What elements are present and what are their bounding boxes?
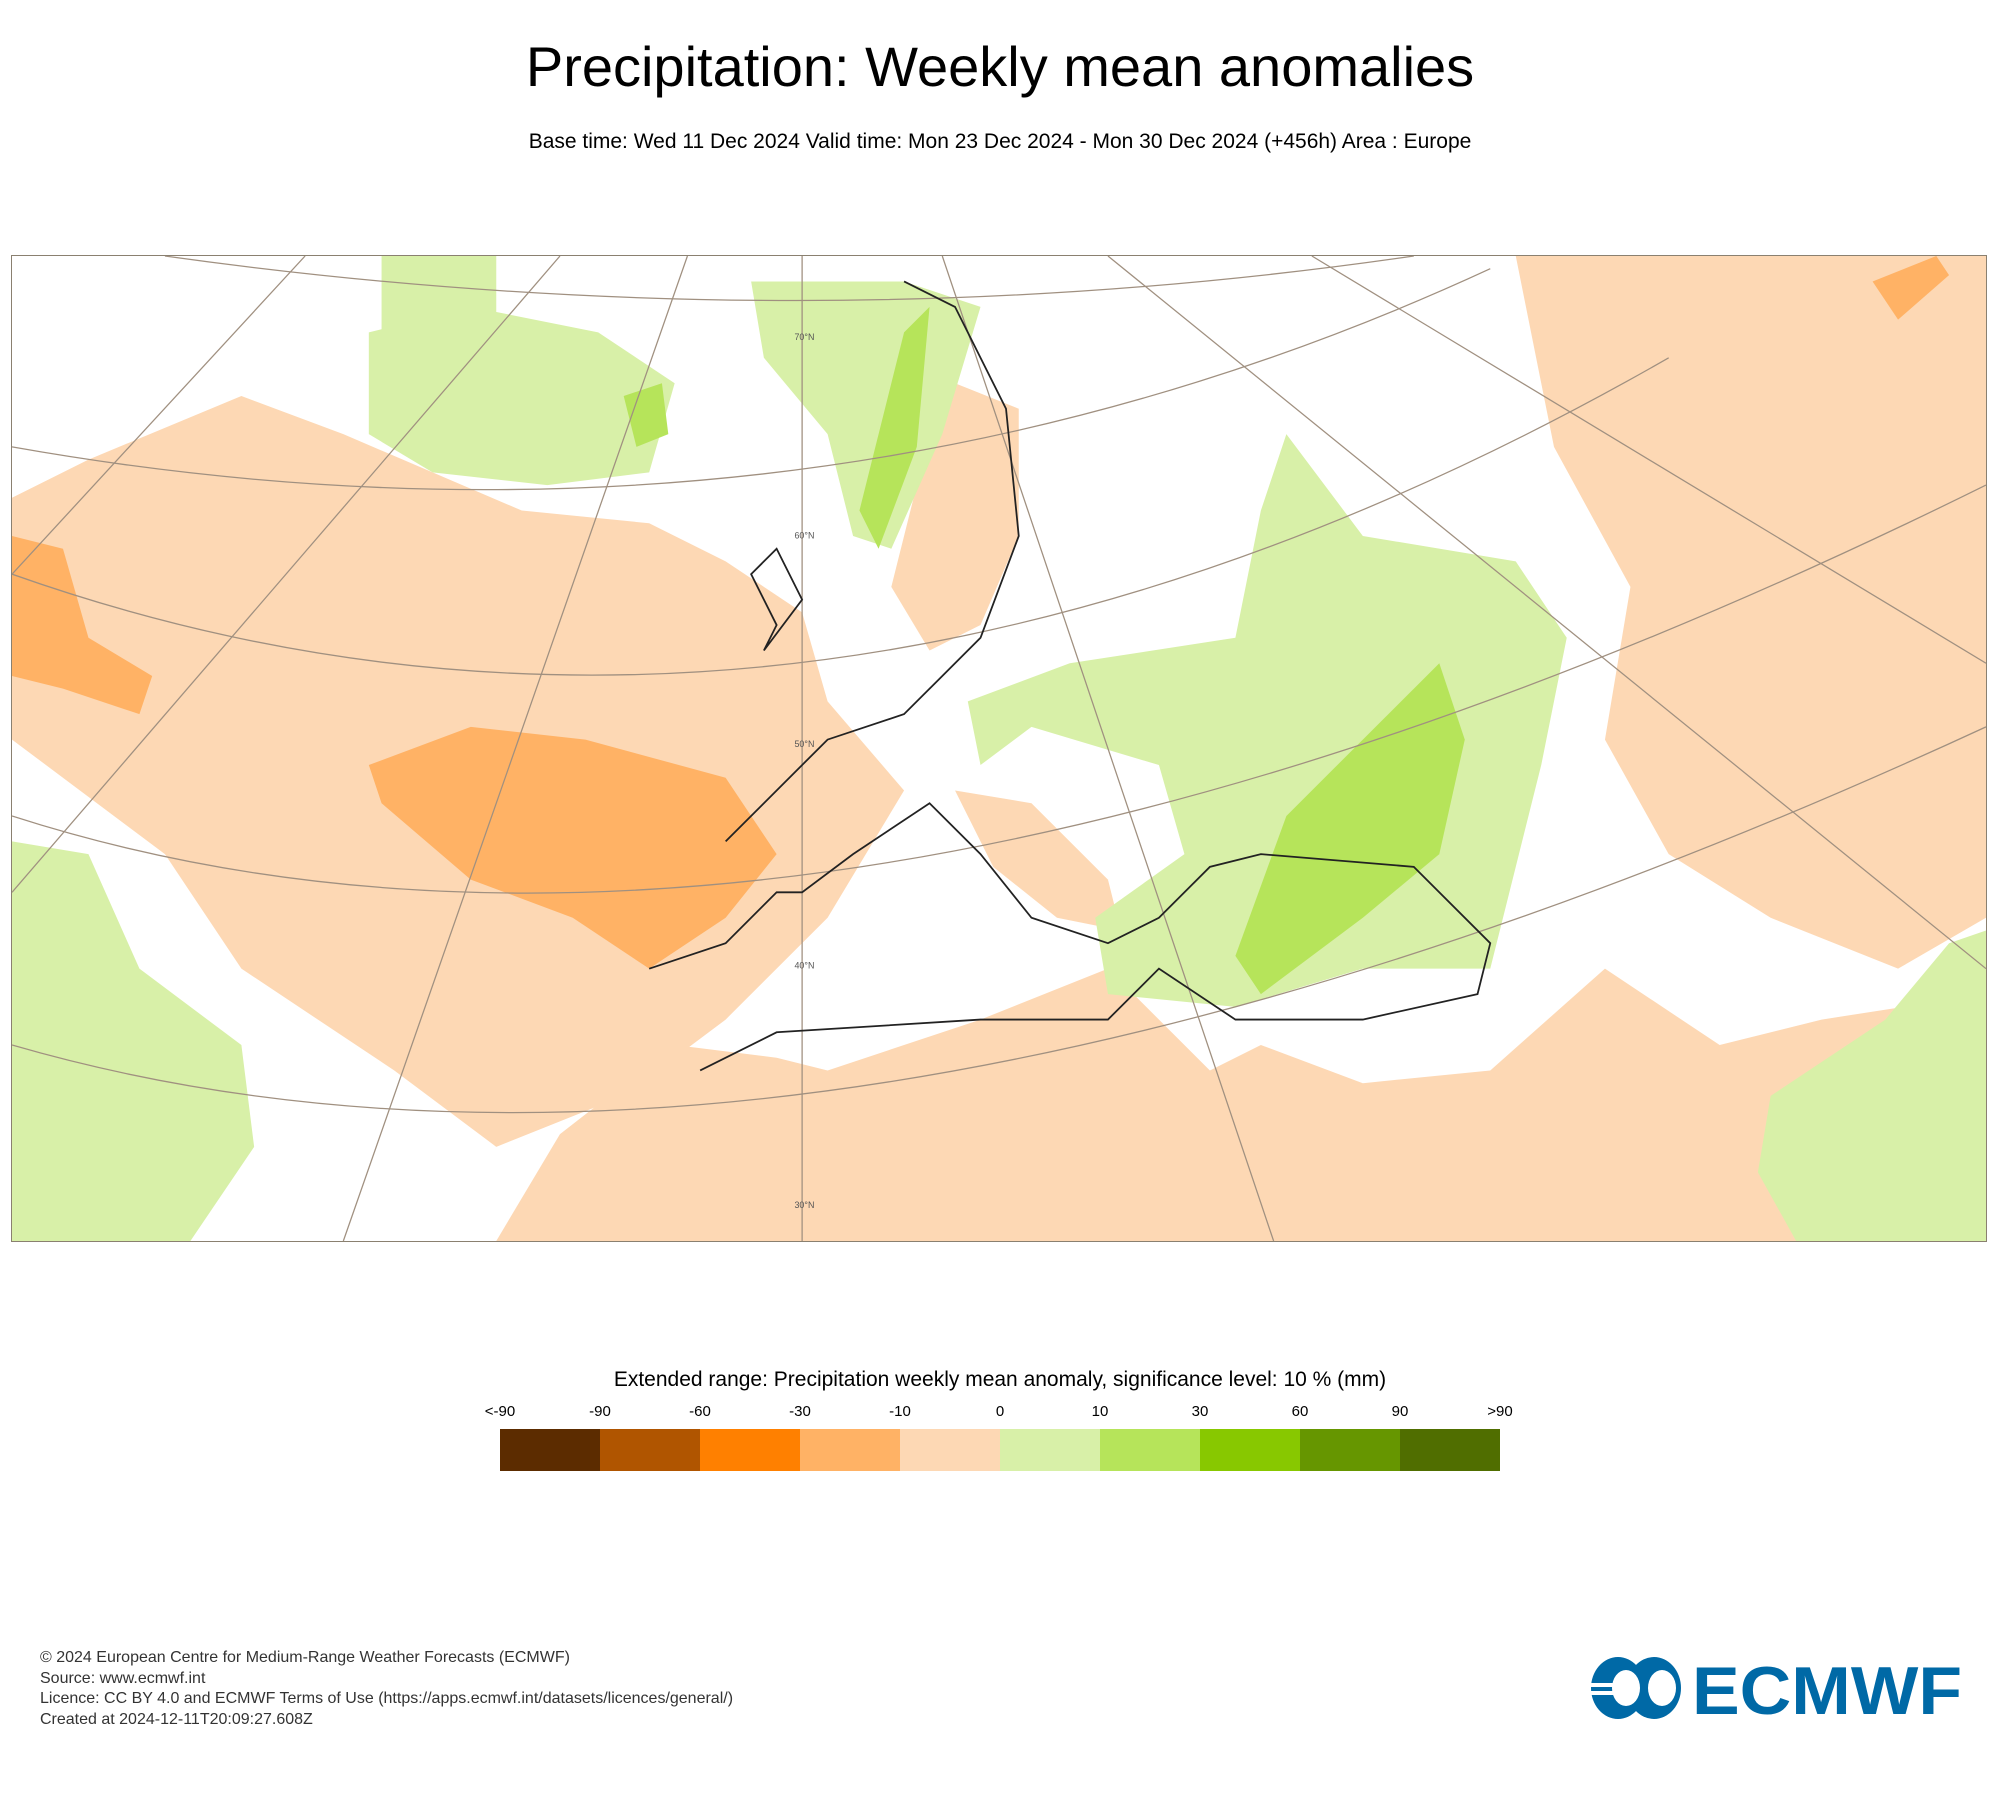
region-medium-positive-balkans: [1235, 663, 1465, 995]
legend-label: 10: [1091, 1403, 1109, 1420]
lat-label-30n: 30°N: [794, 1200, 814, 1210]
legend-label: 60: [1291, 1403, 1309, 1420]
region-medium-positive-iceland: [623, 383, 669, 447]
region-medium-positive-norway: [859, 306, 930, 549]
page-title: Precipitation: Weekly mean anomalies: [525, 35, 1475, 98]
legend-colorbar: [500, 1429, 1500, 1471]
footer: © 2024 European Centre for Medium-Range …: [40, 1648, 733, 1730]
legend-swatch-2: [700, 1429, 800, 1471]
legend-swatch-3: [800, 1429, 900, 1471]
legend-label: 30: [1191, 1403, 1209, 1420]
region-light-positive-greenland: [381, 256, 497, 371]
graticule: [12, 256, 1986, 1241]
coastlines: [648, 280, 1492, 1072]
legend-swatch-6: [1100, 1429, 1200, 1471]
region-light-negative-north-africa: [496, 968, 1986, 1241]
svg-text:ECMWF: ECMWF: [1692, 1656, 1962, 1720]
page-subtitle: Base time: Wed 11 Dec 2024 Valid time: M…: [528, 130, 1472, 153]
region-light-negative-italy: [955, 790, 1121, 931]
legend-label: -60: [689, 1403, 711, 1420]
anomaly-fill-layer: [12, 256, 1986, 1241]
licence-text: Licence: CC BY 4.0 and ECMWF Terms of Us…: [40, 1690, 734, 1707]
lat-label-40n: 40°N: [794, 961, 814, 971]
created-text: Created at 2024-12-11T20:09:27.608Z: [40, 1710, 313, 1728]
ecmwf-logo: ECMWF: [1590, 1656, 1962, 1720]
region-light-negative-northeast: [1515, 256, 1986, 969]
legend-swatch-9: [1400, 1429, 1500, 1471]
legend-label: >90: [1487, 1403, 1513, 1420]
region-light-positive-southwest: [12, 841, 255, 1241]
region-light-negative-scandinavia: [891, 383, 1019, 651]
lat-label-50n: 50°N: [794, 739, 814, 749]
latitude-labels: 70°N 60°N 50°N 40°N 30°N: [794, 332, 814, 1210]
legend-swatch-5: [1000, 1429, 1100, 1471]
legend-label: <-90: [484, 1403, 516, 1420]
copyright-text: © 2024 European Centre for Medium-Range …: [40, 1649, 570, 1666]
region-medium-negative-west: [12, 535, 153, 715]
legend-swatch-7: [1200, 1429, 1300, 1471]
lat-label-60n: 60°N: [794, 531, 814, 541]
legend-label: -10: [889, 1403, 911, 1420]
region-medium-negative-northeast: [1872, 256, 1950, 320]
legend-label: 0: [995, 1403, 1005, 1420]
legend-swatch-4: [900, 1429, 1000, 1471]
legend-title: Extended range: Precipitation weekly mea…: [613, 1368, 1387, 1391]
anomaly-map: 70°N 60°N 50°N 40°N 30°N: [11, 255, 1987, 1242]
lat-label-70n: 70°N: [794, 332, 814, 342]
region-light-positive-southeast: [1757, 930, 1986, 1241]
source-text: Source: www.ecmwf.int: [40, 1669, 206, 1687]
legend-label: -30: [789, 1403, 811, 1420]
legend-swatch-8: [1300, 1429, 1400, 1471]
legend-label: 90: [1391, 1403, 1409, 1420]
legend-swatch-1: [600, 1429, 700, 1471]
region-medium-negative-biscay: [368, 726, 777, 969]
legend-label: -90: [589, 1403, 611, 1420]
legend-swatch-0: [500, 1429, 600, 1471]
